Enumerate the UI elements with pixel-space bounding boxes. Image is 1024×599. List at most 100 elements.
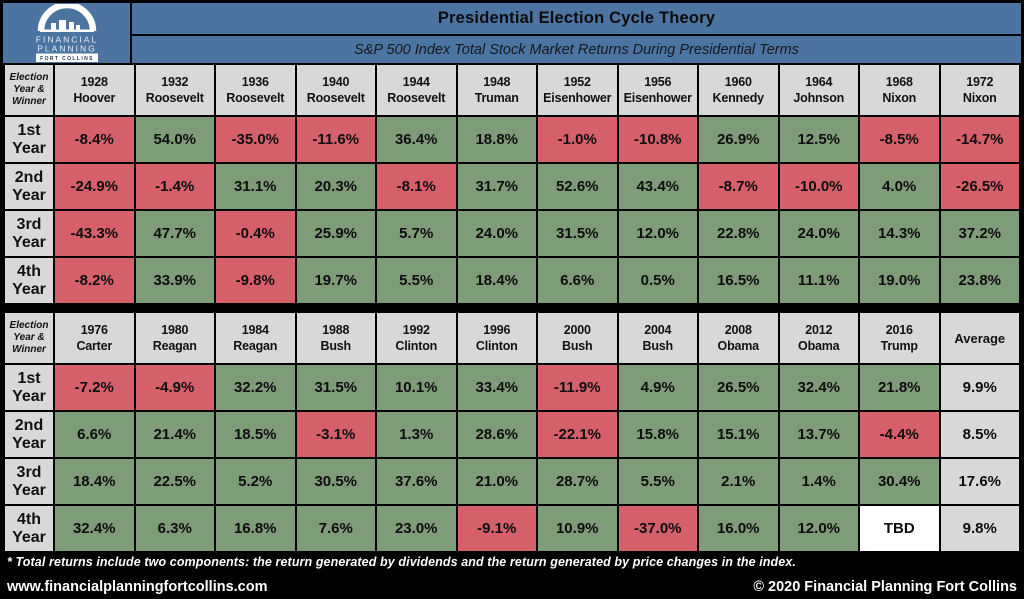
return-cell: 36.4% [375,115,458,164]
term-header-1976: 1976 Carter [53,311,136,365]
term-header-1984: 1984 Reagan [214,311,297,365]
skyline-icon [39,20,94,32]
footer: * Total returns include two components: … [3,553,1021,596]
return-cell: 5.2% [214,457,297,506]
table-row: 4th Year -8.2% 33.9% -9.8% 19.7% 5.5% 18.4% 6.6… [3,256,1021,305]
term-header-2016: 2016 Trump [858,311,941,365]
return-cell: -11.6% [294,115,377,164]
return-cell-tbd: TBD [858,504,941,553]
return-cell: 28.7% [536,457,619,506]
term-year: 1928 [80,74,108,89]
return-cell: 18.4% [455,256,538,305]
term-year: 1936 [241,74,269,89]
title-stack: Presidential Election Cycle Theory S&P 5… [132,3,1021,63]
return-cell: 0.5% [616,256,699,305]
table-row: 4th Year 32.4% 6.3% 16.8% 7.6% 23.0% -9.1% 10.9… [3,504,1021,553]
return-cell: 1.3% [375,410,458,459]
row-label: 3rd Year [3,457,55,506]
return-cell: 15.8% [616,410,699,459]
return-cell: 43.4% [616,162,699,211]
table-row: 2nd Year -24.9% -1.4% 31.1% 20.3% -8.1% 31.7% 5… [3,162,1021,211]
return-cell: -26.5% [938,162,1021,211]
return-cell: -8.5% [858,115,941,164]
return-cell: -4.4% [858,410,941,459]
return-cell: 12.5% [777,115,860,164]
term-year: 1960 [724,74,752,89]
term-winner: Carter [76,339,113,353]
term-header-2008: 2008 Obama [697,311,780,365]
return-cell: 31.5% [294,363,377,412]
corner-label: Election Year & Winner [3,311,55,365]
return-cell: 5.7% [375,209,458,258]
term-winner: Bush [562,339,593,353]
return-cell: -9.8% [214,256,297,305]
return-cell: -1.0% [536,115,619,164]
term-header-1968: 1968 Nixon [858,63,941,117]
term-year: 1980 [161,322,189,337]
footnote: * Total returns include two components: … [7,555,796,569]
return-cell: 47.7% [133,209,216,258]
term-header-2004: 2004 Bush [616,311,699,365]
average-cell: 8.5% [938,410,1021,459]
return-cell: 23.8% [938,256,1021,305]
average-cell: 17.6% [938,457,1021,506]
term-header-1932: 1932 Roosevelt [133,63,216,117]
return-cell: 19.7% [294,256,377,305]
term-winner: Roosevelt [306,91,365,105]
term-year: 1952 [563,74,591,89]
average-cell: 9.9% [938,363,1021,412]
term-header-1960: 1960 Kennedy [697,63,780,117]
average-header: Average [938,311,1021,365]
row-label: 2nd Year [3,162,55,211]
return-cell: 22.8% [697,209,780,258]
row-label: 4th Year [3,256,55,305]
return-cell: 18.8% [455,115,538,164]
return-cell: 31.5% [536,209,619,258]
return-cell: -4.9% [133,363,216,412]
logo-location: FORT COLLINS [40,56,94,62]
return-cell: 15.1% [697,410,780,459]
footer-bottom-line: www.financialplanningfortcollins.com © 2… [7,579,1017,595]
return-cell: -9.1% [455,504,538,553]
return-cell: 28.6% [455,410,538,459]
term-year: 1956 [644,74,672,89]
return-cell: 33.4% [455,363,538,412]
financial-planning-logo: FINANCIAL PLANNING FORT COLLINS [35,4,98,62]
page-subtitle: S&P 500 Index Total Stock Market Returns… [132,36,1021,63]
term-winner: Reagan [152,339,197,353]
return-cell: 11.1% [777,256,860,305]
term-year: 1972 [966,74,994,89]
term-header-1948: 1948 Truman [455,63,538,117]
return-cell: 10.1% [375,363,458,412]
returns-table-1976-2016: Election Year & Winner 1976 Carter 1980 Reag… [3,311,1021,553]
return-cell: 2.1% [697,457,780,506]
term-header-1964: 1964 Johnson [777,63,860,117]
return-cell: 12.0% [777,504,860,553]
term-header-1952: 1952 Eisenhower [536,63,619,117]
term-year: 2016 [885,322,913,337]
table-row: 1st Year -7.2% -4.9% 32.2% 31.5% 10.1% 33.4% -1… [3,363,1021,412]
term-winner: Obama [798,339,840,353]
return-cell: 6.6% [53,410,136,459]
return-cell: -0.4% [214,209,297,258]
term-winner: Kennedy [712,91,765,105]
term-header-1972: 1972 Nixon [938,63,1021,117]
return-cell: 18.4% [53,457,136,506]
return-cell: 52.6% [536,162,619,211]
return-cell: 21.0% [455,457,538,506]
return-cell: -8.1% [375,162,458,211]
return-cell: 12.0% [616,209,699,258]
return-cell: 13.7% [777,410,860,459]
return-cell: -8.7% [697,162,780,211]
return-cell: 31.7% [455,162,538,211]
return-cell: 20.3% [294,162,377,211]
term-winner: Clinton [395,339,438,353]
return-cell: 37.6% [375,457,458,506]
row-label: 1st Year [3,363,55,412]
term-winner: Nixon [882,91,917,105]
term-winner: Bush [642,339,674,353]
return-cell: -43.3% [53,209,136,258]
row-label: 4th Year [3,504,55,553]
return-cell: 16.0% [697,504,780,553]
